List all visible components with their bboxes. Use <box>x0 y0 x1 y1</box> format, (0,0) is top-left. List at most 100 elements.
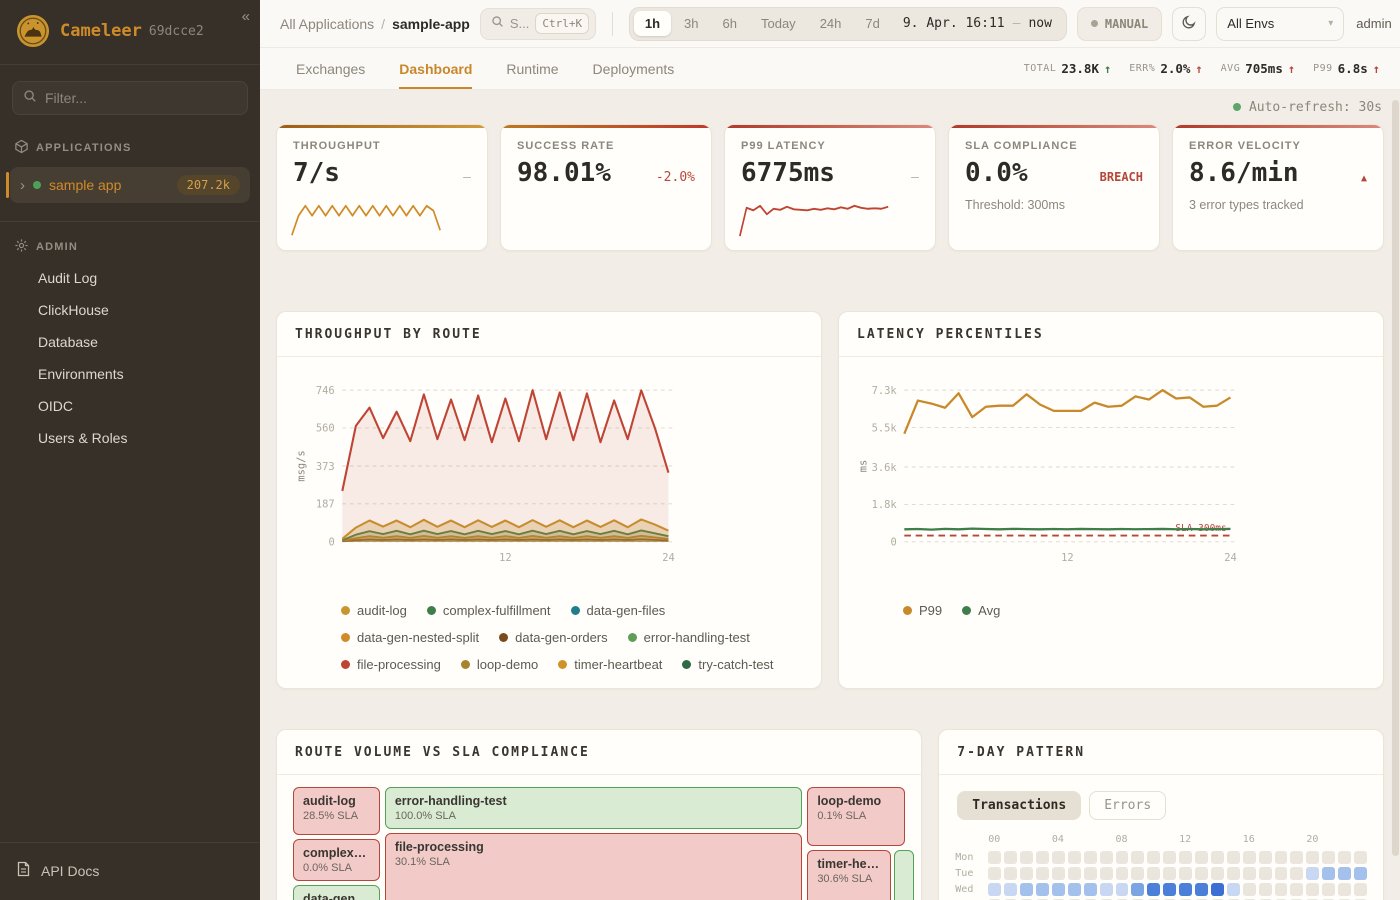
heatmap-cell[interactable] <box>1226 867 1240 880</box>
sidebar-item-environments[interactable]: Environments <box>38 366 124 382</box>
sidebar-item-users-roles[interactable]: Users & Roles <box>38 430 128 446</box>
treemap-box-loop-demo[interactable]: loop-demo 0.1% SLA <box>807 787 906 846</box>
legend-item-data-gen-nested-split[interactable]: data-gen-nested-split <box>341 630 479 645</box>
heatmap-cell[interactable] <box>1051 867 1065 880</box>
heatmap-cell[interactable] <box>1147 867 1161 880</box>
heatmap-cell[interactable] <box>1051 883 1065 896</box>
legend-item-data-gen-files[interactable]: data-gen-files <box>570 603 665 618</box>
dark-mode-toggle[interactable] <box>1172 6 1207 41</box>
heatmap-cell[interactable] <box>1338 851 1352 864</box>
time-range-display[interactable]: 9. Apr. 16:11 – now <box>902 16 1052 31</box>
legend-item-error-handling-test[interactable]: error-handling-test <box>627 630 750 645</box>
sidebar-filter[interactable] <box>12 81 248 115</box>
legend-item-try-catch-test[interactable]: try-catch-test <box>682 657 774 672</box>
heatmap-cell[interactable] <box>1274 867 1288 880</box>
treemap-box-data-gen-files[interactable]: data-gen-files100.0% SLA <box>293 885 380 900</box>
heatmap-cell[interactable] <box>1115 867 1129 880</box>
heatmap-cell[interactable] <box>1354 851 1367 864</box>
sidebar-item-clickhouse[interactable]: ClickHouse <box>38 302 109 318</box>
heatmap-cell[interactable] <box>1115 851 1129 864</box>
sidebar-item-database[interactable]: Database <box>38 334 98 350</box>
heatmap-cell[interactable] <box>1035 883 1049 896</box>
legend-item-audit-log[interactable]: audit-log <box>341 603 407 618</box>
time-range-6h[interactable]: 6h <box>712 11 748 36</box>
heatmap-cell[interactable] <box>988 883 1002 896</box>
heatmap-cell[interactable] <box>1004 867 1018 880</box>
tab-dashboard[interactable]: Dashboard <box>399 48 473 89</box>
heatmap-cell[interactable] <box>1290 883 1304 896</box>
heatmap-cell[interactable] <box>1338 867 1352 880</box>
legend-item-data-gen-orders[interactable]: data-gen-orders <box>499 630 608 645</box>
sidebar-item-sample-app[interactable]: › sample app 207.2k <box>6 167 250 203</box>
heatmap-cell[interactable] <box>1242 851 1256 864</box>
heatmap-cell[interactable] <box>1258 867 1272 880</box>
heatmap-cell[interactable] <box>1210 883 1224 896</box>
heatmap-cell[interactable] <box>1004 883 1018 896</box>
heatmap-cell[interactable] <box>1035 867 1049 880</box>
treemap-box-audit-log[interactable]: audit-log 28.5% SLA <box>293 787 380 836</box>
sidebar-collapse-button[interactable]: « <box>241 8 250 25</box>
throughput-by-route-chart[interactable]: 0 187 373 560 746 12 24 msg/s <box>293 369 805 599</box>
treemap-box-complex-fulfil-[interactable]: complex-fulfil...0.0% SLA <box>293 839 380 882</box>
heatmap-cell[interactable] <box>1274 851 1288 864</box>
manual-mode-button[interactable]: MANUAL <box>1076 6 1163 41</box>
user-name[interactable]: admin <box>1356 16 1392 31</box>
environment-select[interactable]: All Envs ▾ <box>1216 6 1345 41</box>
legend-item-timer-heartbeat[interactable]: timer-heartbeat <box>558 657 662 672</box>
heatmap-cell[interactable] <box>1035 851 1049 864</box>
sidebar-item-api-docs[interactable]: API Docs <box>0 853 260 888</box>
heatmap-cell[interactable] <box>1338 883 1352 896</box>
heatmap-cell[interactable] <box>1258 851 1272 864</box>
legend-item-avg[interactable]: Avg <box>962 603 1000 618</box>
heatmap-cell[interactable] <box>1099 867 1113 880</box>
heatmap-cell[interactable] <box>1290 851 1304 864</box>
heatmap-cell[interactable] <box>1290 867 1304 880</box>
heatmap-cell[interactable] <box>1306 883 1320 896</box>
heatmap-cell[interactable] <box>1210 851 1224 864</box>
heatmap-cell[interactable] <box>1067 867 1081 880</box>
time-range-1h[interactable]: 1h <box>633 11 672 36</box>
heatmap-cell[interactable] <box>1179 851 1193 864</box>
legend-item-p99[interactable]: P99 <box>903 603 942 618</box>
heatmap-cell[interactable] <box>1242 867 1256 880</box>
heatmap-cell[interactable] <box>1020 867 1033 880</box>
heatmap-cell[interactable] <box>1274 883 1288 896</box>
heatmap-cell[interactable] <box>1131 883 1145 896</box>
heatmap-toggle-transactions[interactable]: Transactions <box>957 791 1082 820</box>
heatmap-cell[interactable] <box>1083 851 1097 864</box>
seven-day-heatmap[interactable]: 000408121620MonTueWedThuFriSatSun <box>955 834 1367 900</box>
heatmap-cell[interactable] <box>1354 867 1367 880</box>
heatmap-cell[interactable] <box>1306 851 1320 864</box>
legend-item-loop-demo[interactable]: loop-demo <box>460 657 538 672</box>
heatmap-cell[interactable] <box>1179 867 1193 880</box>
treemap-box-error-handling-test[interactable]: error-handling-test 100.0% SLA <box>384 787 803 829</box>
treemap-box-file-processing[interactable]: file-processing 30.1% SLA <box>384 833 803 900</box>
heatmap-cell[interactable] <box>1322 867 1336 880</box>
heatmap-cell[interactable] <box>1195 867 1208 880</box>
heatmap-cell[interactable] <box>1226 851 1240 864</box>
heatmap-cell[interactable] <box>1258 883 1272 896</box>
heatmap-cell[interactable] <box>1083 867 1097 880</box>
heatmap-cell[interactable] <box>1210 867 1224 880</box>
heatmap-cell[interactable] <box>1179 883 1193 896</box>
heatmap-cell[interactable] <box>1322 883 1336 896</box>
heatmap-cell[interactable] <box>1147 851 1161 864</box>
chevron-right-icon[interactable]: › <box>20 176 25 194</box>
treemap-box-unlabeled[interactable] <box>894 850 915 900</box>
sidebar-filter-input[interactable] <box>45 90 237 106</box>
heatmap-cell[interactable] <box>988 867 1002 880</box>
heatmap-cell[interactable] <box>1242 883 1256 896</box>
tab-exchanges[interactable]: Exchanges <box>296 60 366 77</box>
heatmap-cell[interactable] <box>1163 867 1177 880</box>
global-search[interactable]: S... Ctrl+K <box>479 7 596 40</box>
time-range-today[interactable]: Today <box>750 11 807 36</box>
heatmap-cell[interactable] <box>1099 851 1113 864</box>
page-scrollbar[interactable] <box>1392 100 1399 856</box>
legend-item-file-processing[interactable]: file-processing <box>341 657 441 672</box>
heatmap-cell[interactable] <box>1322 851 1336 864</box>
heatmap-cell[interactable] <box>1163 851 1177 864</box>
heatmap-cell[interactable] <box>1131 867 1145 880</box>
tab-deployments[interactable]: Deployments <box>592 60 675 77</box>
heatmap-cell[interactable] <box>1099 883 1113 896</box>
